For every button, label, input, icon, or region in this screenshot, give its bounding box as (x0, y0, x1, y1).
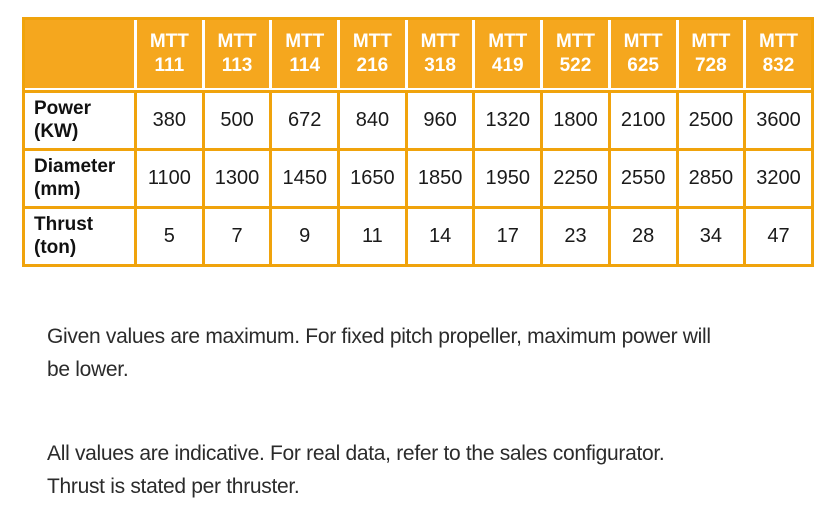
header-cell-mtt-111: MTT 111 (134, 20, 202, 90)
data-cell: 3200 (743, 148, 811, 206)
data-cell: 47 (743, 206, 811, 264)
table-row-power: Power (KW) 380 500 672 840 960 1320 1800… (25, 90, 811, 148)
notes-section: Given values are maximum. For fixed pitc… (47, 320, 711, 503)
data-cell: 3600 (743, 90, 811, 148)
data-cell: 2550 (607, 148, 676, 206)
header-row: MTT 111 MTT 113 MTT 114 MTT 216 MTT 318 … (25, 20, 811, 90)
data-cell: 960 (404, 90, 473, 148)
data-cell: 14 (404, 206, 473, 264)
note-line: be lower. (47, 358, 129, 381)
table-row-thrust: Thrust (ton) 5 7 9 11 14 17 23 28 34 47 (25, 206, 811, 264)
data-cell: 1850 (404, 148, 473, 206)
data-cell: 1450 (269, 148, 338, 206)
note-line: All values are indicative. For real data… (47, 442, 665, 465)
data-cell: 2850 (675, 148, 744, 206)
data-cell: 17 (472, 206, 541, 264)
data-cell: 7 (201, 206, 270, 264)
data-cell: 500 (201, 90, 270, 148)
row-label-diameter: Diameter (mm) (25, 148, 134, 206)
data-cell: 28 (607, 206, 676, 264)
data-cell: 1300 (201, 148, 270, 206)
data-cell: 11 (337, 206, 405, 264)
data-cell: 380 (134, 90, 202, 148)
header-cell-mtt-728: MTT 728 (675, 20, 744, 90)
header-cell-mtt-113: MTT 113 (201, 20, 270, 90)
note-paragraph-1: Given values are maximum. For fixed pitc… (47, 320, 711, 386)
data-cell: 2100 (607, 90, 676, 148)
table-row-diameter: Diameter (mm) 1100 1300 1450 1650 1850 1… (25, 148, 811, 206)
data-cell: 34 (675, 206, 744, 264)
header-cell-mtt-625: MTT 625 (607, 20, 676, 90)
corner-cell (25, 20, 134, 90)
note-paragraph-2: All values are indicative. For real data… (47, 437, 711, 503)
data-cell: 2500 (675, 90, 744, 148)
data-cell: 840 (337, 90, 405, 148)
data-cell: 672 (269, 90, 338, 148)
data-cell: 1320 (472, 90, 541, 148)
row-label-thrust: Thrust (ton) (25, 206, 134, 264)
note-line: Thrust is stated per thruster. (47, 475, 300, 498)
data-cell: 1800 (540, 90, 608, 148)
note-line: Given values are maximum. For fixed pitc… (47, 325, 711, 348)
header-cell-mtt-522: MTT 522 (540, 20, 608, 90)
row-label-power: Power (KW) (25, 90, 134, 148)
header-cell-mtt-114: MTT 114 (269, 20, 338, 90)
header-cell-mtt-832: MTT 832 (743, 20, 811, 90)
data-cell: 9 (269, 206, 338, 264)
data-cell: 1650 (337, 148, 405, 206)
data-cell: 1950 (472, 148, 541, 206)
thruster-specs-table: MTT 111 MTT 113 MTT 114 MTT 216 MTT 318 … (22, 17, 814, 267)
data-cell: 23 (540, 206, 608, 264)
header-cell-mtt-419: MTT 419 (472, 20, 541, 90)
data-cell: 5 (134, 206, 202, 264)
header-cell-mtt-318: MTT 318 (404, 20, 473, 90)
data-cell: 1100 (134, 148, 202, 206)
header-cell-mtt-216: MTT 216 (337, 20, 405, 90)
data-cell: 2250 (540, 148, 608, 206)
